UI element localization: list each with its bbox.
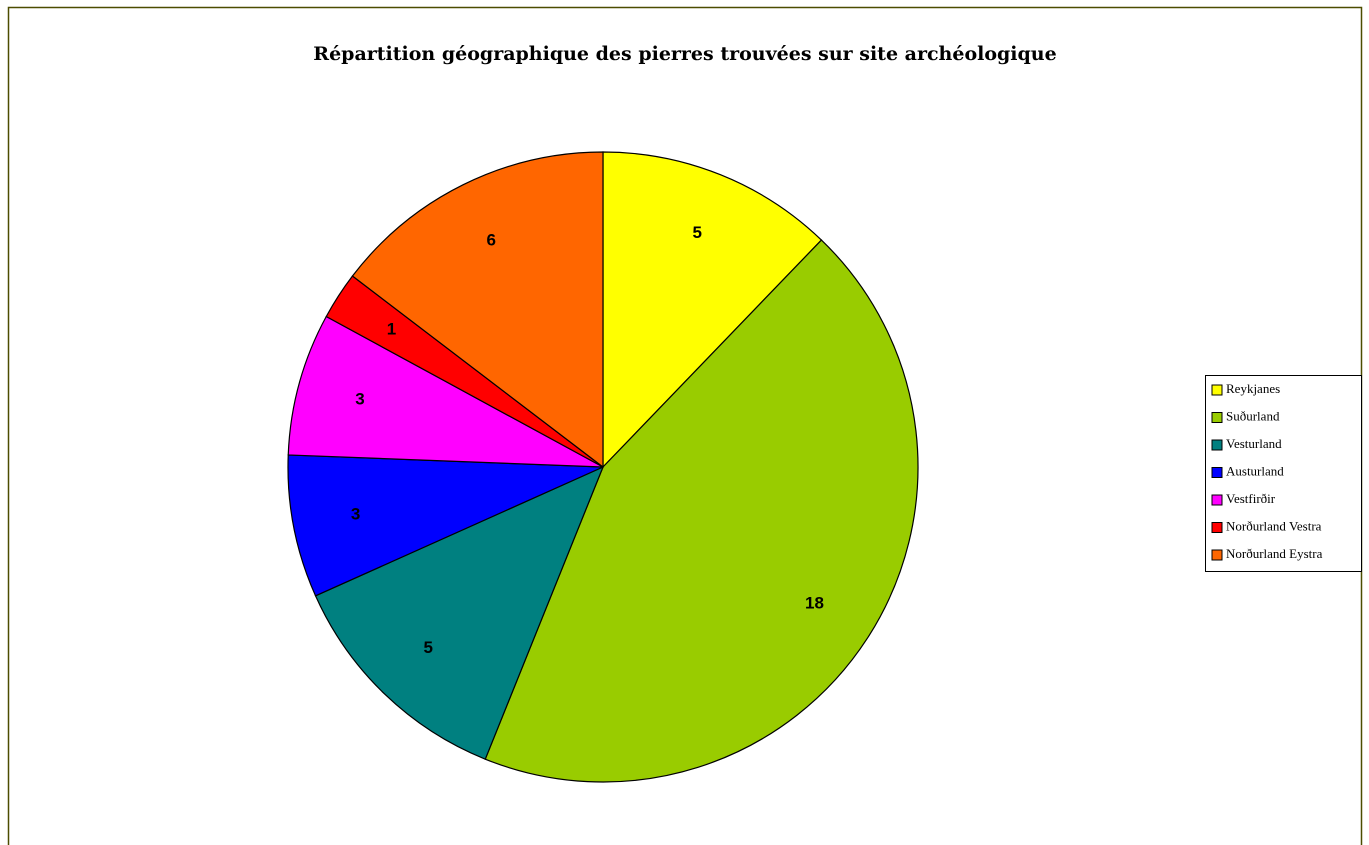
data-label: 1: [387, 320, 396, 339]
data-label: 5: [424, 638, 433, 657]
legend-swatch: [1211, 384, 1223, 396]
legend-swatch: [1211, 494, 1223, 506]
pie-slice: [484, 239, 919, 783]
pie-slice: [287, 454, 604, 597]
data-label: 5: [692, 223, 701, 242]
legend-swatch: [1211, 522, 1223, 533]
legend-label: Austurland: [1226, 463, 1284, 478]
legend-swatch: [1211, 412, 1223, 423]
data-label: 3: [355, 390, 364, 409]
legend-swatch: [1211, 467, 1223, 478]
legend-box: [1205, 375, 1362, 572]
legend-label: Norðurland Eystra: [1226, 546, 1323, 561]
chart-title: Répartition géographique des pierres tro…: [313, 43, 1056, 65]
legend-label: Suðurland: [1226, 408, 1280, 423]
legend-swatch: [1211, 549, 1223, 561]
legend-label: Norðurland Vestra: [1226, 518, 1322, 533]
legend-label: Vesturland: [1226, 436, 1282, 451]
data-label: 18: [805, 593, 824, 612]
pie-slice: [314, 465, 605, 760]
legend-label: Reykjanes: [1226, 381, 1280, 396]
pie-slice: [602, 151, 823, 469]
pie-slice: [351, 151, 604, 469]
data-label: 6: [486, 231, 495, 250]
legend-swatch: [1211, 439, 1223, 451]
data-label: 3: [351, 504, 360, 523]
pie-slice: [287, 315, 604, 468]
legend-label: Vestfirðir: [1226, 491, 1276, 506]
